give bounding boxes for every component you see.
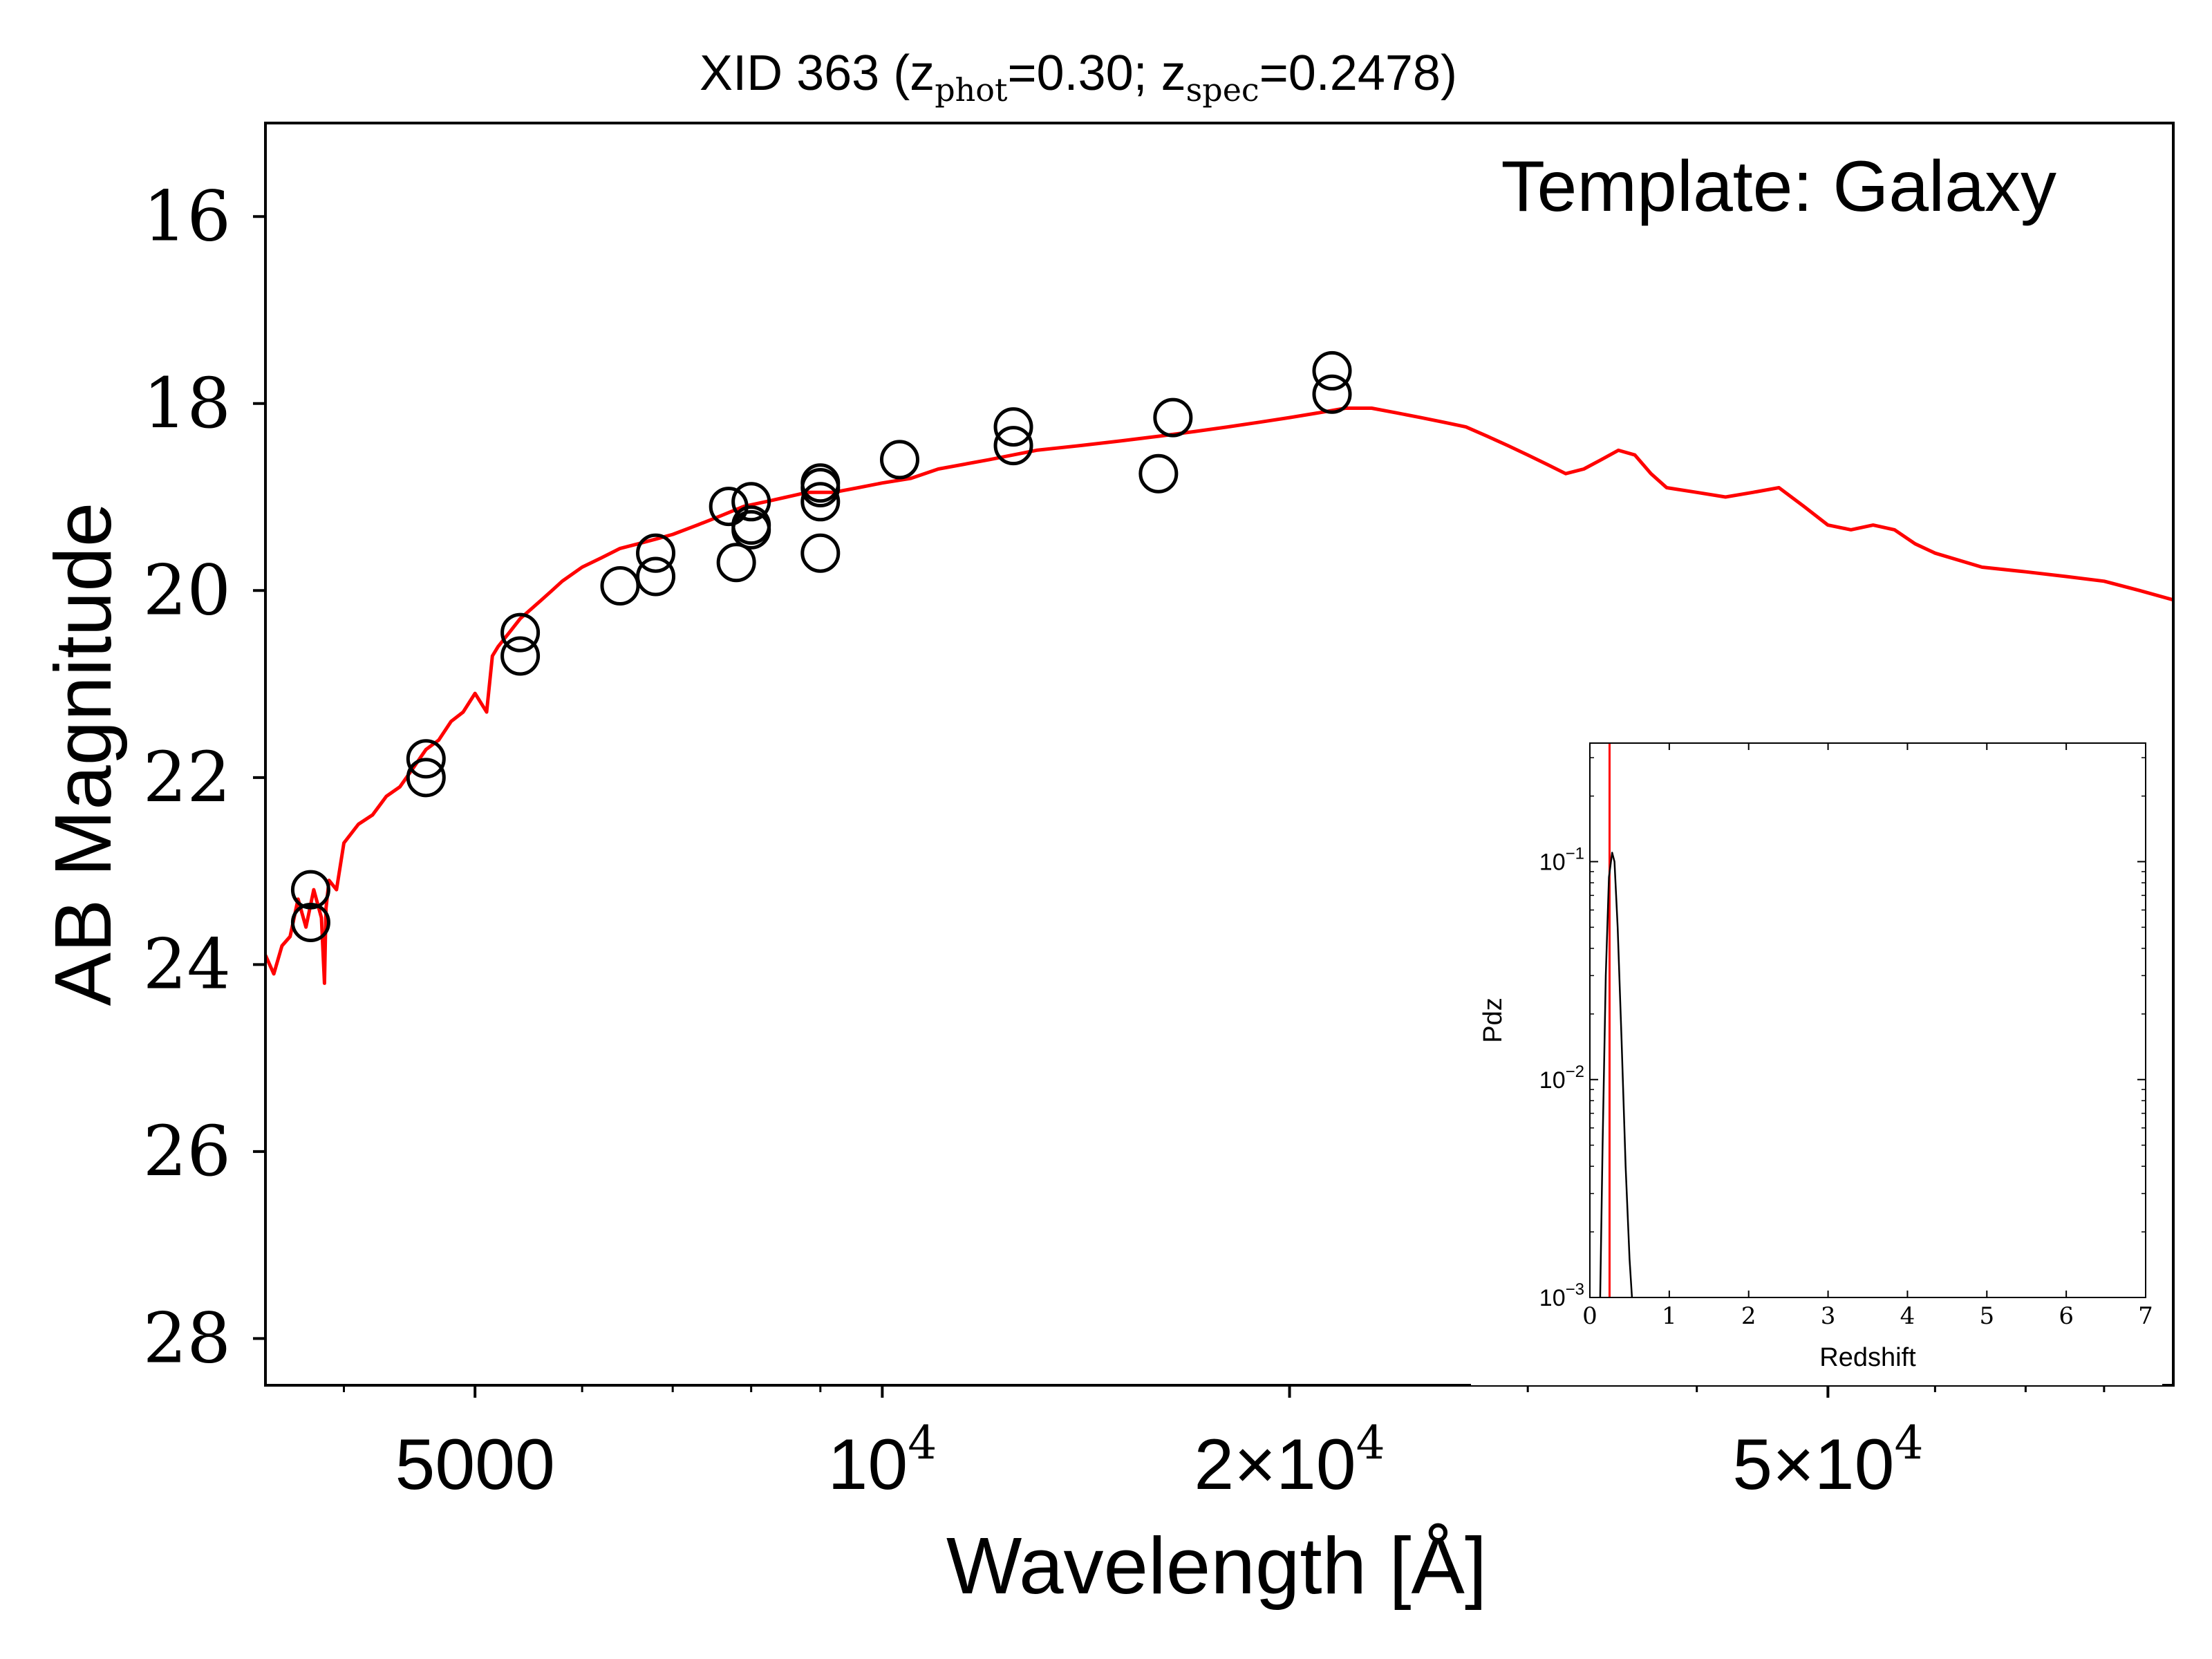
photometry-point — [636, 556, 676, 597]
photometry-point — [290, 870, 330, 910]
inset-y-tick-label: 10−3 — [1539, 1280, 1584, 1311]
inset-y-tick-label: 10−1 — [1539, 845, 1584, 876]
photometry-point — [800, 533, 841, 573]
inset-x-tick-label: 1 — [1662, 1302, 1677, 1330]
x-tick-label: 5000 — [395, 1425, 554, 1505]
inset-x-tick-label: 6 — [2059, 1302, 2074, 1330]
inset-x-axis-label: Redshift — [1819, 1343, 1916, 1372]
template-spectrum-line — [265, 406, 2173, 985]
photometry-point — [731, 509, 771, 550]
x-axis-label: Wavelength [Å] — [946, 1521, 1487, 1611]
photometry-point — [500, 612, 541, 653]
inset-x-tick-label: 4 — [1900, 1302, 1915, 1330]
main-plot-frame — [264, 122, 2175, 1387]
y-axis-label: AB Magnitude — [38, 503, 128, 1006]
template-annotation: Template: Galaxy — [1501, 147, 2056, 227]
pdz-inset: 0 1 2 3 4 5 6 7 10−1 10−2 10−3 Redshift Pdz — [1471, 733, 2162, 1385]
y-tick-label: 28 — [143, 1297, 231, 1378]
photometry-point — [800, 482, 841, 522]
photometry-point — [993, 426, 1033, 466]
x-tick-label: 2×104 — [1194, 1416, 1385, 1505]
photometry-point — [290, 902, 330, 942]
inset-ticks: 0 1 2 3 4 5 6 7 10−1 10−2 10−3 — [1539, 743, 2153, 1330]
pdz-curve — [1599, 852, 1633, 1297]
y-tick-label: 26 — [143, 1111, 231, 1192]
photometry-point — [500, 636, 541, 676]
photometry-point — [600, 566, 640, 606]
y-tick-label: 22 — [143, 737, 231, 818]
y-tick-label: 16 — [143, 176, 231, 256]
inset-series-layer — [1599, 743, 1633, 1297]
photometry-point — [993, 407, 1033, 447]
inset-y-tick-label: 10−2 — [1539, 1062, 1584, 1094]
x-tick-label: 104 — [828, 1416, 937, 1505]
photometry-point — [1153, 397, 1193, 438]
inset-frame — [1589, 742, 2146, 1298]
photometry-point — [731, 482, 771, 522]
inset-x-tick-label: 0 — [1582, 1302, 1597, 1330]
main-series-layer — [265, 350, 2173, 985]
chart-title: XID 363 (zphot=0.30; zspec=0.2478) — [700, 46, 1457, 109]
x-tick-label: 5×104 — [1732, 1416, 1923, 1505]
inset-x-tick-label: 7 — [2138, 1302, 2153, 1330]
inset-background — [1471, 733, 2162, 1385]
photometry-point — [406, 739, 446, 779]
inset-x-tick-label: 2 — [1741, 1302, 1756, 1330]
inset-x-tick-label: 3 — [1821, 1302, 1836, 1330]
inset-x-tick-label: 5 — [1979, 1302, 1994, 1330]
photometry-point — [716, 543, 756, 583]
inset-y-axis-label: Pdz — [1479, 997, 1508, 1042]
photometry-point — [1312, 350, 1352, 391]
photometry-point — [800, 468, 841, 508]
photometry-point — [1312, 374, 1352, 414]
y-tick-label: 20 — [143, 550, 231, 630]
y-tick-label: 18 — [143, 363, 231, 444]
photometry-point — [879, 440, 919, 480]
y-tick-label: 24 — [143, 924, 231, 1004]
photometry-point — [406, 758, 446, 798]
photometry-point — [1138, 453, 1179, 494]
photometry-point — [636, 533, 676, 573]
